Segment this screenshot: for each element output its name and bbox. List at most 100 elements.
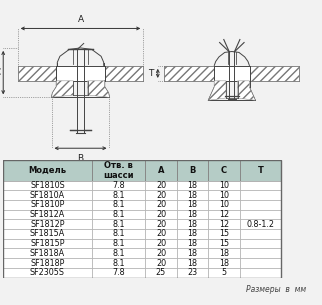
Bar [240,210,281,219]
Polygon shape [164,66,214,81]
Bar [240,219,281,229]
Bar [3,181,91,190]
Text: 10: 10 [219,191,229,200]
Polygon shape [238,81,255,100]
Text: 23: 23 [187,268,198,277]
Bar [208,268,240,278]
Polygon shape [105,66,143,81]
Bar [208,239,240,249]
Text: B: B [77,154,84,163]
Text: SF1810A: SF1810A [30,191,65,200]
Bar [91,200,145,210]
Text: SF1818A: SF1818A [30,249,65,258]
Bar [240,268,281,278]
Text: 8.1: 8.1 [112,191,125,200]
Text: 20: 20 [156,229,166,239]
Bar [91,239,145,249]
Text: 20: 20 [156,191,166,200]
Text: 0.8-1.2: 0.8-1.2 [246,220,274,229]
Bar [91,190,145,200]
Text: 20: 20 [156,210,166,219]
Bar [3,219,91,229]
Text: SF1812P: SF1812P [30,220,65,229]
Bar [3,249,91,258]
Text: 7.8: 7.8 [112,181,125,190]
Bar [208,200,240,210]
Text: 7.8: 7.8 [112,268,125,277]
Text: 8.1: 8.1 [112,239,125,248]
Bar [3,160,91,181]
Bar [240,160,281,181]
Text: Размеры  в  мм: Размеры в мм [246,285,306,294]
Bar [145,210,177,219]
Bar [3,200,91,210]
Bar [240,239,281,249]
Polygon shape [18,66,56,81]
Polygon shape [88,81,109,97]
Text: 20: 20 [156,239,166,248]
Text: 8.1: 8.1 [112,229,125,239]
Text: SF1810S: SF1810S [30,181,65,190]
Polygon shape [52,81,73,97]
Text: SF1810P: SF1810P [30,200,65,210]
Text: Т: Т [258,166,263,175]
Bar [91,229,145,239]
Bar [91,249,145,258]
Bar [208,181,240,190]
Text: 8.1: 8.1 [112,259,125,267]
Bar [177,268,208,278]
Polygon shape [208,81,226,100]
Text: SF1815A: SF1815A [30,229,65,239]
Text: 12: 12 [219,220,229,229]
Bar [177,210,208,219]
Text: 20: 20 [156,259,166,267]
Bar [145,200,177,210]
Bar [145,219,177,229]
Bar [3,160,281,278]
Bar [145,258,177,268]
Text: 20: 20 [156,220,166,229]
Text: SF1812A: SF1812A [30,210,65,219]
Text: 18: 18 [187,239,198,248]
Bar [91,268,145,278]
Text: 10: 10 [219,200,229,210]
Text: В: В [189,166,196,175]
Bar [177,258,208,268]
Text: 10: 10 [219,181,229,190]
Bar [145,268,177,278]
Text: T: T [148,69,154,78]
Text: 20: 20 [156,249,166,258]
Bar [145,229,177,239]
Text: 18: 18 [187,249,198,258]
Text: 18: 18 [187,220,198,229]
Bar [177,249,208,258]
Text: 25: 25 [156,268,166,277]
Bar [208,219,240,229]
Bar [240,258,281,268]
Text: SF2305S: SF2305S [30,268,65,277]
Text: 8.1: 8.1 [112,249,125,258]
Text: 18: 18 [187,210,198,219]
Bar [240,181,281,190]
Bar [91,258,145,268]
Bar [208,258,240,268]
Bar [177,219,208,229]
Bar [3,268,91,278]
Text: SF1818P: SF1818P [30,259,65,267]
Bar [91,160,145,181]
Bar [145,190,177,200]
Text: А: А [158,166,164,175]
Text: Модель: Модель [28,166,66,175]
Polygon shape [250,66,299,81]
Text: 5: 5 [222,268,227,277]
Text: SF1815P: SF1815P [30,239,65,248]
Bar [208,229,240,239]
Polygon shape [164,66,299,81]
Bar [91,181,145,190]
Text: 8.1: 8.1 [112,220,125,229]
Bar [3,190,91,200]
Text: 8.1: 8.1 [112,200,125,210]
Bar [91,210,145,219]
Text: 15: 15 [219,229,229,239]
Bar [208,210,240,219]
